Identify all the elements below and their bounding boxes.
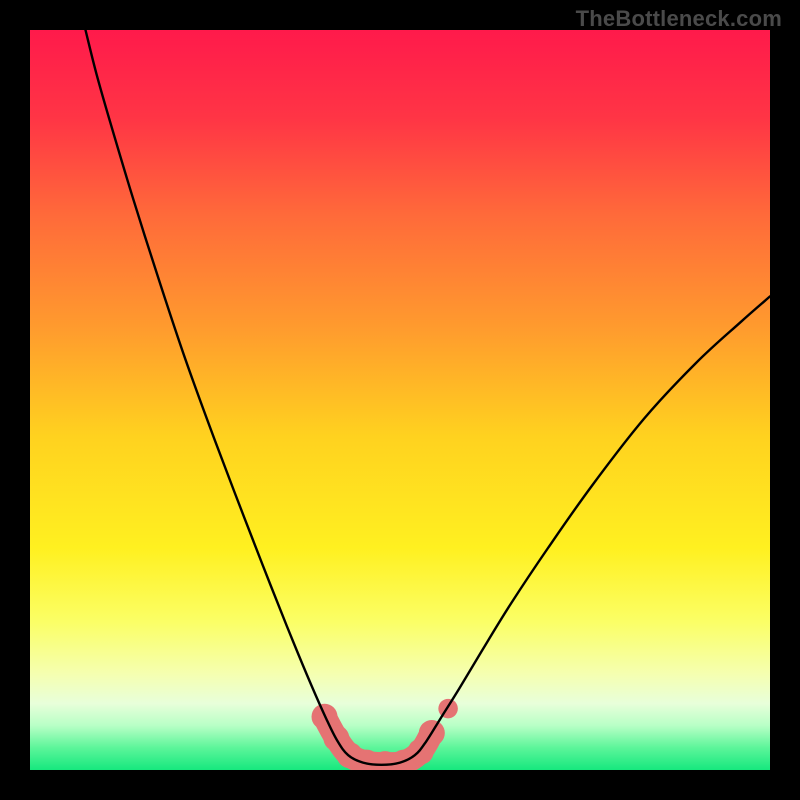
watermark-text: TheBottleneck.com: [576, 6, 782, 32]
chart-stage: TheBottleneck.com: [0, 0, 800, 800]
bottleneck-chart: [0, 0, 800, 800]
